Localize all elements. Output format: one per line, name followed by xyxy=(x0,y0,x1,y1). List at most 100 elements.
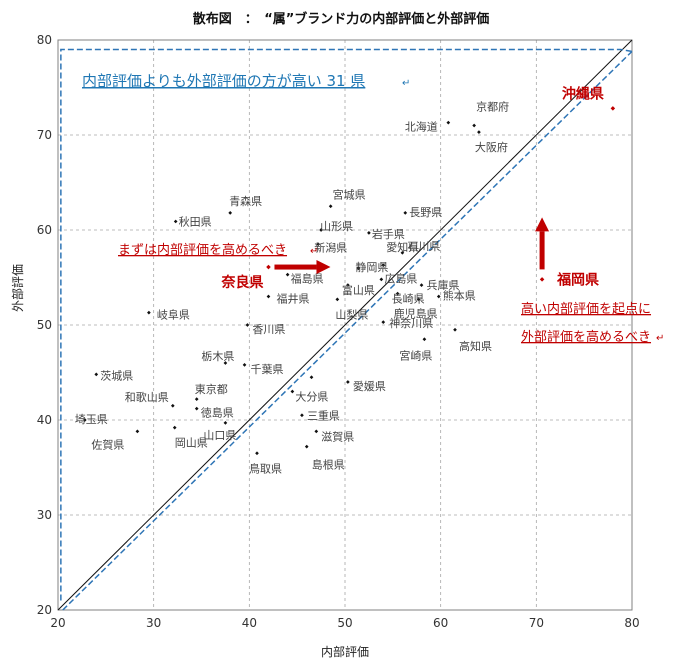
point-label: 岩手県 xyxy=(372,227,405,241)
data-point xyxy=(319,228,323,232)
point-label: 三重県 xyxy=(307,408,340,422)
point-label: 山口県 xyxy=(203,429,236,442)
data-point xyxy=(379,277,384,282)
point-label: 佐賀県 xyxy=(91,437,124,451)
point-label: 沖縄県 xyxy=(562,85,604,102)
y-tick-label: 30 xyxy=(37,508,52,522)
data-point xyxy=(304,444,309,449)
plot-frame xyxy=(57,39,633,611)
return-mark: ↵ xyxy=(656,333,664,344)
point-label: 福井県 xyxy=(276,292,309,306)
data-point xyxy=(472,123,476,128)
data-point xyxy=(446,120,451,125)
data-point xyxy=(328,204,333,209)
data-point xyxy=(135,429,140,434)
y-tick-label: 60 xyxy=(37,223,52,237)
fukuoka-arrow-head xyxy=(535,217,550,232)
nara-arrow-shaft xyxy=(274,264,317,270)
x-tick-label: 50 xyxy=(337,616,352,630)
data-points xyxy=(82,106,616,456)
point-label: 福岡県 xyxy=(556,271,599,288)
upper-region-annotation: 内部評価よりも外部評価の方が高い 31 県 xyxy=(82,72,365,90)
point-label: 島根県 xyxy=(312,458,345,472)
point-label: 愛知県 xyxy=(386,240,419,254)
data-point xyxy=(147,310,151,315)
point-label: 福島県 xyxy=(291,272,324,286)
y-tick-label: 80 xyxy=(37,33,52,47)
x-tick-label: 80 xyxy=(624,616,639,630)
point-label: 鹿児島県 xyxy=(394,306,438,320)
point-label: 北海道 xyxy=(405,120,438,134)
point-label: 新潟県 xyxy=(314,240,347,254)
data-point xyxy=(436,294,441,299)
point-label: 大阪府 xyxy=(475,140,508,154)
data-point xyxy=(194,397,199,401)
point-label: 鳥取県 xyxy=(249,461,282,475)
data-point xyxy=(255,451,259,456)
point-label: 高知県 xyxy=(459,339,492,353)
point-label: 長野県 xyxy=(409,206,442,219)
point-label: 奈良県 xyxy=(220,274,263,291)
data-point xyxy=(94,372,99,377)
point-label: 埼玉県 xyxy=(75,412,108,426)
fukuoka-annotation-2: 外部評価を高めるべき xyxy=(521,329,651,345)
data-point xyxy=(223,361,228,365)
dashed-guide-line xyxy=(62,50,633,611)
point-label: 兵庫県 xyxy=(427,278,460,292)
point-label: 青森県 xyxy=(229,194,262,208)
point-label: 長崎県 xyxy=(392,292,425,306)
data-point xyxy=(242,363,247,367)
point-label: 熊本県 xyxy=(443,289,476,303)
point-label: 宮崎県 xyxy=(399,348,432,362)
data-point xyxy=(539,277,545,282)
data-point xyxy=(266,264,271,270)
data-point xyxy=(453,327,457,332)
nara-annotation: まずは内部評価を高めるべき xyxy=(118,242,287,258)
point-label: 静岡県 xyxy=(355,260,388,274)
data-point xyxy=(290,389,295,394)
nara-arrow-head xyxy=(316,260,331,275)
data-point xyxy=(477,130,481,134)
point-label: 山形県 xyxy=(320,220,353,233)
data-point xyxy=(316,242,321,247)
data-point xyxy=(194,406,199,411)
point-label: 東京都 xyxy=(195,382,228,396)
point-label: 神奈川県 xyxy=(389,316,433,330)
data-point xyxy=(245,323,250,327)
point-label: 石川県 xyxy=(407,240,440,253)
x-tick-label: 40 xyxy=(242,616,257,630)
y-tick-label: 70 xyxy=(37,128,52,142)
data-point xyxy=(400,250,405,255)
data-point xyxy=(285,272,290,277)
return-mark: ↵ xyxy=(310,246,318,257)
point-label: 徳島県 xyxy=(201,406,234,420)
data-point xyxy=(228,211,233,215)
x-tick-label: 30 xyxy=(146,616,161,630)
data-point xyxy=(223,421,228,425)
point-label: 大分県 xyxy=(295,390,328,404)
annotations: 内部評価よりも外部評価の方が高い 31 県 ↵ まずは内部評価を高めるべき ↵ 高い内部… xyxy=(82,72,664,345)
data-point xyxy=(381,263,386,267)
guide-lines xyxy=(57,39,633,611)
x-tick-label: 60 xyxy=(433,616,448,630)
point-label: 秋田県 xyxy=(179,214,212,228)
fukuoka-annotation-1: 高い内部評価を起点に xyxy=(521,301,651,317)
data-point xyxy=(314,429,319,434)
chart-title: 散布図 ： “属”ブランド力の内部評価と外部評価 xyxy=(193,11,490,27)
data-point xyxy=(266,294,271,299)
y-axis-title: 外部評価 xyxy=(10,264,25,312)
fukuoka-arrow-shaft xyxy=(539,231,545,270)
axes: 20 30 40 50 60 70 80 20 30 40 50 60 70 80 xyxy=(37,33,640,630)
point-label: 茨城県 xyxy=(100,368,133,382)
data-point xyxy=(416,297,421,302)
data-point xyxy=(173,219,178,224)
point-label: 宮城県 xyxy=(333,187,366,201)
data-point xyxy=(346,283,350,287)
point-label: 富山県 xyxy=(342,283,375,297)
point-label: 岡山県 xyxy=(175,437,208,450)
point-label: 栃木県 xyxy=(201,349,234,363)
point-label: 千葉県 xyxy=(251,362,284,376)
return-mark: ↵ xyxy=(402,78,410,89)
